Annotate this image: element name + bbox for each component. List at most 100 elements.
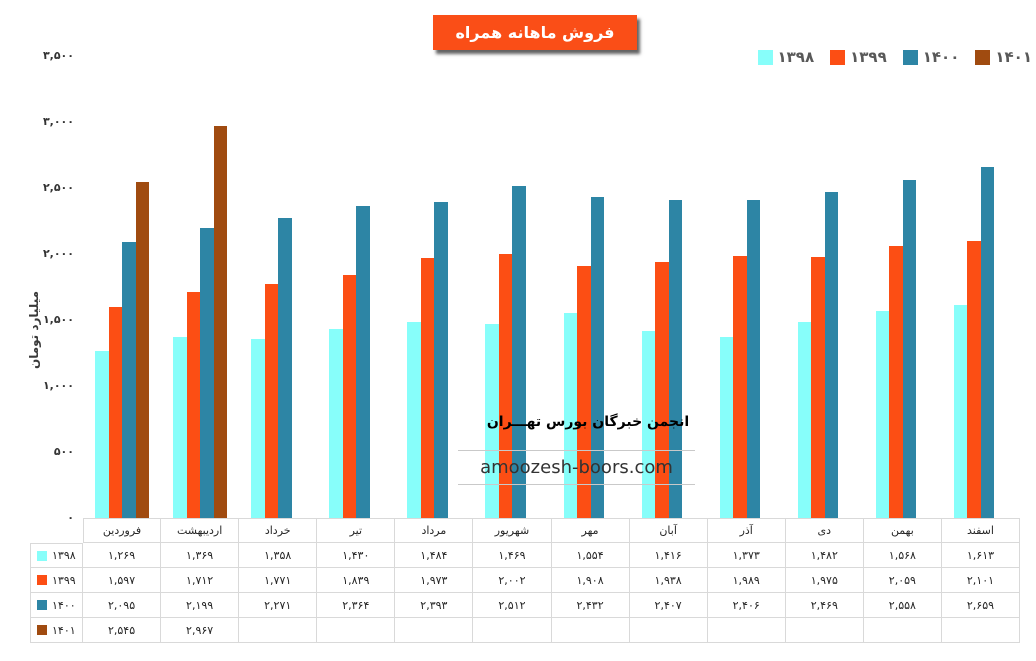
value-cell	[707, 618, 786, 643]
bar-۱۳۹۸	[407, 322, 421, 518]
bar-slot	[512, 186, 526, 518]
value-cell: ۱,۹۳۸	[629, 568, 708, 593]
bar-slot	[329, 329, 343, 518]
row-color-swatch-icon	[37, 550, 47, 561]
bar-slot	[122, 241, 136, 518]
value-cell	[629, 618, 708, 643]
value-cell: ۲,۰۹۵	[83, 593, 162, 618]
empty-header-cell	[30, 518, 83, 543]
value-cell	[317, 618, 396, 643]
bar-group	[251, 56, 305, 518]
month-label: فروردین	[83, 518, 162, 543]
bar-group	[563, 56, 618, 518]
bar-slot	[563, 312, 577, 518]
row-color-swatch-icon	[37, 600, 47, 610]
row-header: ۱۴۰۰	[30, 593, 83, 618]
bar-group-دی	[786, 56, 864, 518]
bar-group-اسفند	[942, 56, 1020, 518]
value-cell: ۲,۴۰۶	[707, 593, 786, 618]
y-axis-tick: ۳,۰۰۰	[42, 115, 74, 128]
value-cell	[473, 618, 552, 643]
value-cell: ۱,۶۱۳	[941, 543, 1020, 568]
month-label: مرداد	[395, 518, 474, 543]
value-cell: ۲,۵۴۵	[83, 618, 162, 643]
month-label: اسفند	[941, 518, 1020, 543]
bar-slot	[797, 322, 812, 518]
bar-۱۳۹۹	[655, 262, 669, 518]
value-cell: ۲,۲۷۱	[239, 593, 318, 618]
watermark-text: انجمن خبرگان بورس تهـــران	[486, 414, 690, 430]
value-cell: ۲,۰۰۲	[473, 568, 552, 593]
bar-۱۳۹۸	[251, 338, 265, 518]
month-label: اردیبهشت	[161, 518, 240, 543]
bar-۱۴۰۰	[746, 200, 761, 518]
bar-slot	[420, 257, 435, 518]
bar-slot	[434, 202, 448, 518]
bar-۱۴۰۰	[980, 167, 995, 518]
row-year-label: ۱۳۹۹	[52, 573, 76, 587]
legend-label: ۱۳۹۸	[777, 48, 815, 66]
row-header: ۱۳۹۸	[30, 543, 83, 568]
row-color-swatch-icon	[37, 575, 47, 585]
bar-slot	[213, 126, 228, 518]
value-cell: ۱,۳۵۸	[239, 543, 318, 568]
value-cell: ۱,۲۶۹	[83, 543, 162, 568]
row-year-label: ۱۳۹۸	[52, 549, 76, 562]
value-cell: ۲,۴۶۹	[785, 593, 864, 618]
y-axis-tick: ۳,۵۰۰	[42, 49, 74, 62]
legend-label: ۱۴۰۰	[922, 48, 960, 66]
bar-slot	[655, 262, 669, 518]
bar-slot	[641, 331, 656, 518]
value-cell: ۱,۴۶۹	[473, 543, 552, 568]
legend-color-swatch-icon	[757, 49, 773, 65]
chart-title: فروش ماهانه همراه	[433, 15, 637, 50]
table-row-۱۳۹۹: ۱۳۹۹ ۱,۵۹۷ ۱,۷۱۲ ۱,۷۷۱ ۱,۸۳۹ ۱,۹۷۳ ۲,۰۰۲ ۱,۹۰۸ ۱…	[30, 568, 1020, 593]
value-cell: ۱,۵۵۴	[551, 543, 630, 568]
bar-۱۳۹۸	[641, 331, 656, 518]
month-header-row: فروردین اردیبهشت خرداد تیر مرداد شهریور مهر آبا…	[30, 518, 1020, 543]
bar-slot	[980, 167, 995, 518]
bar-۱۴۰۰	[512, 186, 526, 518]
bar-group	[719, 56, 774, 518]
value-cell	[239, 618, 318, 643]
value-cell: ۱,۷۷۱	[239, 568, 318, 593]
bar-۱۴۰۰	[590, 197, 604, 518]
legend-item-3: ۱۴۰۰	[902, 48, 960, 66]
y-axis-tick: ۵۰۰	[53, 445, 74, 458]
y-axis-tick: ۱,۵۰۰	[42, 313, 74, 326]
row-year-label: ۱۴۰۱	[52, 623, 76, 637]
bar-group-مهر	[551, 56, 629, 518]
value-cell: ۲,۰۵۹	[863, 568, 942, 593]
bar-slot	[811, 257, 825, 518]
bar-slot	[953, 305, 968, 518]
value-cell: ۲,۳۹۳	[395, 593, 474, 618]
bar-۱۴۰۰	[200, 227, 214, 518]
y-axis-tick: ۰	[67, 511, 74, 524]
month-label: مهر	[551, 518, 630, 543]
bar-slot	[590, 197, 604, 518]
bar-۱۴۰۰	[824, 192, 839, 518]
value-cell: ۲,۴۳۲	[551, 593, 630, 618]
bar-۱۳۹۸	[329, 329, 343, 518]
bar-۱۴۰۰	[278, 218, 292, 518]
bar-slot	[173, 337, 187, 518]
bar-slot	[746, 200, 761, 518]
bar-group	[485, 56, 539, 518]
row-color-swatch-icon	[37, 625, 47, 635]
month-label: آبان	[629, 518, 708, 543]
legend-item-2: ۱۳۹۹	[830, 48, 887, 66]
bar-group	[797, 56, 852, 518]
legend-item-1: ۱۳۹۸	[757, 48, 815, 66]
watermark-url: amoozesh-boors.com	[458, 450, 695, 485]
bar-۱۴۰۰	[434, 202, 448, 518]
bar-slot	[889, 246, 903, 518]
bar-۱۳۹۸	[95, 350, 109, 518]
bar-۱۴۰۰	[356, 206, 370, 518]
value-cell	[785, 618, 864, 643]
value-cell: ۲,۴۰۷	[629, 593, 708, 618]
bar-group	[329, 56, 383, 518]
bar-group	[953, 56, 1008, 518]
bar-slot	[485, 324, 499, 518]
bar-۱۳۹۹	[342, 275, 357, 518]
